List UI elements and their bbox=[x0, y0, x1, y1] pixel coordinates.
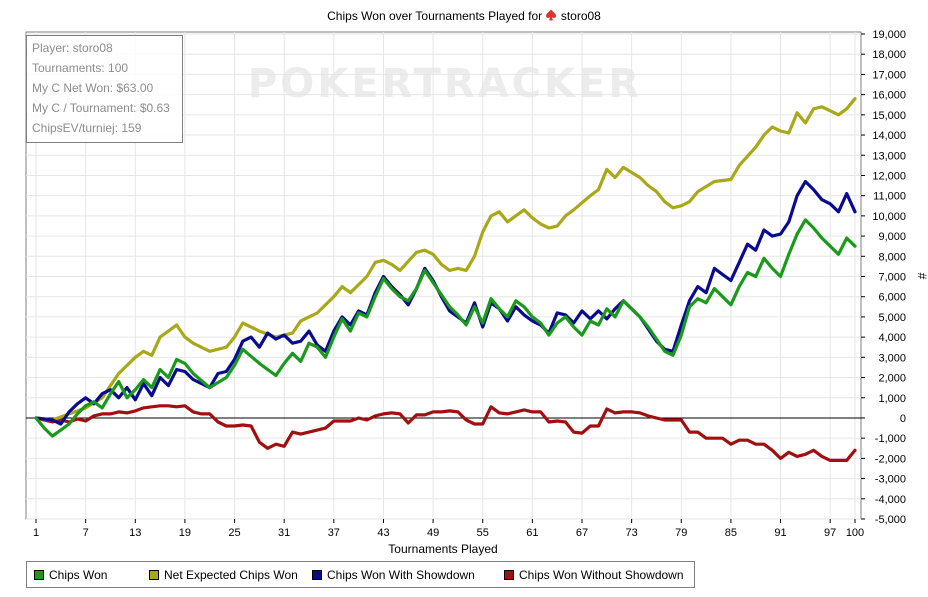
legend-swatch bbox=[34, 570, 44, 580]
x-tick-label: 100 bbox=[846, 527, 864, 539]
legend-item-with-showdown[interactable]: Chips Won With Showdown bbox=[312, 568, 475, 582]
legend-item-net-expected[interactable]: Net Expected Chips Won bbox=[149, 568, 298, 582]
x-tick-label: 61 bbox=[526, 527, 538, 539]
x-tick-label: 19 bbox=[179, 527, 191, 539]
series-line-chips-won-with-showdown bbox=[34, 179, 857, 426]
y-tick-label: 4,000 bbox=[878, 332, 906, 344]
y-axis-ticks: -5,000 -4,000 -3,000 -2,000 -1,000 0 1,000 2,00… bbox=[861, 29, 906, 526]
y-tick-label: 1,000 bbox=[878, 393, 906, 405]
series-line-chips-won bbox=[34, 218, 857, 438]
chart-legend: Chips Won Net Expected Chips Won Chips W… bbox=[26, 561, 695, 588]
y-tick-label: 10,000 bbox=[872, 211, 906, 223]
y-tick-label: 19,000 bbox=[872, 29, 906, 41]
x-tick-label: 37 bbox=[328, 527, 340, 539]
y-tick-label: -1,000 bbox=[875, 433, 906, 445]
x-tick-label: 79 bbox=[675, 527, 687, 539]
y-tick-label: 7,000 bbox=[878, 272, 906, 284]
x-tick-label: 13 bbox=[129, 527, 141, 539]
legend-label: Chips Won With Showdown bbox=[327, 568, 475, 582]
x-tick-label: 49 bbox=[427, 527, 439, 539]
y-tick-label: 18,000 bbox=[872, 49, 906, 61]
x-tick-label: 1 bbox=[33, 527, 39, 539]
stat-net-won: My C Net Won: $63.00 bbox=[32, 81, 154, 95]
y-tick-label: -2,000 bbox=[875, 453, 906, 465]
watermark: POKERTRACKER bbox=[248, 61, 642, 107]
spade-icon bbox=[546, 9, 557, 21]
player-stats-box: Player: storo08 Tournaments: 100 My C Ne… bbox=[26, 35, 183, 143]
stat-per-tournament: My C / Tournament: $0.63 bbox=[32, 101, 170, 115]
series-line-chips-won-without-showdown bbox=[34, 404, 857, 462]
y-tick-label: 17,000 bbox=[872, 69, 906, 81]
chart-title-player: storo08 bbox=[560, 9, 601, 23]
y-tick-label: 6,000 bbox=[878, 292, 906, 304]
legend-label: Chips Won Without Showdown bbox=[519, 568, 684, 582]
y-tick-label: 3,000 bbox=[878, 352, 906, 364]
y-tick-label: 13,000 bbox=[872, 150, 906, 162]
x-tick-label: 43 bbox=[377, 527, 389, 539]
y-tick-label: -5,000 bbox=[875, 514, 906, 526]
x-tick-label: 73 bbox=[626, 527, 638, 539]
legend-label: Net Expected Chips Won bbox=[164, 568, 298, 582]
y-tick-label: 0 bbox=[900, 413, 906, 425]
legend-swatch bbox=[312, 570, 322, 580]
chart-title-row: Chips Won over Tournaments Played for st… bbox=[0, 9, 928, 23]
stat-player: Player: storo08 bbox=[32, 41, 113, 55]
x-tick-label: 55 bbox=[477, 527, 489, 539]
series-lines bbox=[34, 97, 857, 462]
x-tick-label: 85 bbox=[725, 527, 737, 539]
legend-label: Chips Won bbox=[49, 568, 108, 582]
x-axis-title: Tournaments Played bbox=[388, 542, 497, 556]
y-tick-label: 11,000 bbox=[873, 191, 906, 203]
x-tick-label: 67 bbox=[576, 527, 588, 539]
series-line-net-expected-chips-won bbox=[34, 97, 857, 422]
y-tick-label: 2,000 bbox=[878, 373, 906, 385]
legend-item-chips-won[interactable]: Chips Won bbox=[34, 568, 107, 582]
y-tick-label: -4,000 bbox=[875, 494, 906, 506]
y-tick-label: 12,000 bbox=[872, 170, 906, 182]
x-tick-label: 97 bbox=[824, 527, 836, 539]
legend-swatch bbox=[149, 570, 159, 580]
x-tick-label: 25 bbox=[228, 527, 240, 539]
x-tick-label: 31 bbox=[278, 527, 290, 539]
y-tick-label: 16,000 bbox=[872, 90, 906, 102]
chart-title: Chips Won over Tournaments Played for bbox=[327, 9, 543, 23]
legend-swatch bbox=[504, 570, 514, 580]
y-tick-label: 8,000 bbox=[878, 251, 906, 263]
legend-item-without-showdown[interactable]: Chips Won Without Showdown bbox=[504, 568, 684, 582]
y-tick-label: 5,000 bbox=[878, 312, 906, 324]
x-tick-label: 7 bbox=[83, 527, 89, 539]
stat-chips-ev: ChipsEV/turniej: 159 bbox=[32, 121, 142, 135]
stat-tournaments: Tournaments: 100 bbox=[32, 61, 129, 75]
y-axis-title: # bbox=[915, 273, 928, 280]
x-axis-ticks: 1 7 13 19 25 31 37 43 49 55 61 67 73 79 85 91 97 100 bbox=[33, 519, 864, 539]
x-tick-label: 91 bbox=[774, 527, 786, 539]
y-tick-label: 14,000 bbox=[872, 130, 906, 142]
y-tick-label: 15,000 bbox=[872, 110, 906, 122]
y-tick-label: 9,000 bbox=[878, 231, 906, 243]
y-tick-label: -3,000 bbox=[875, 474, 906, 486]
